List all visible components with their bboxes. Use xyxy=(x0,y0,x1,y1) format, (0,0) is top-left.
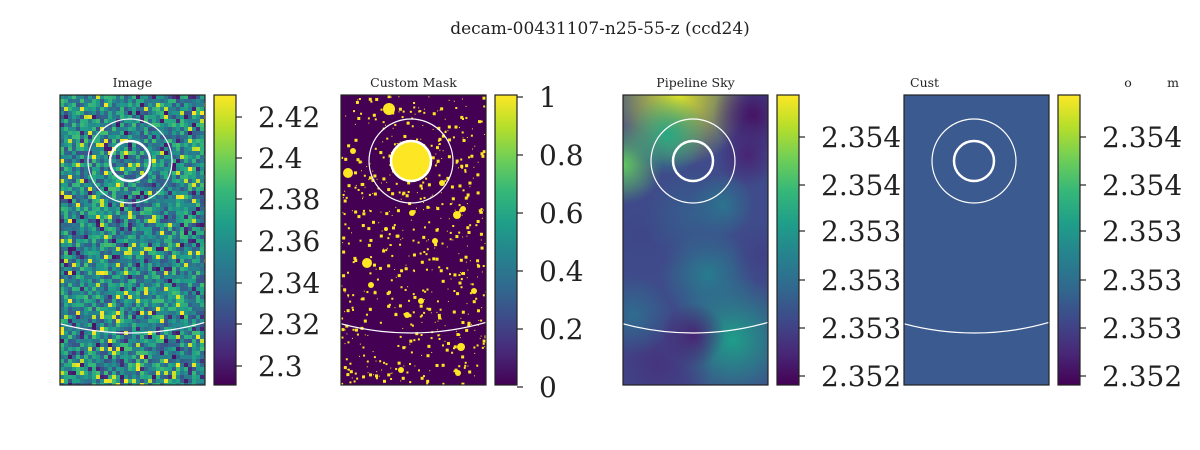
inner-ring xyxy=(671,139,715,183)
large-arc xyxy=(341,321,486,334)
panel-border xyxy=(59,94,206,386)
colorbar-tick-label: 2.4 xyxy=(258,142,303,175)
colorbar-tick-label: 0 xyxy=(539,371,557,404)
colorbar-tick-label: 2.354 xyxy=(821,169,901,202)
panel-border xyxy=(340,94,487,386)
colorbar-tick-label: 1 xyxy=(539,81,557,114)
colorbar-tick-label: 2.352 xyxy=(1102,360,1182,393)
colorbar xyxy=(213,94,237,386)
colorbar-tick-label: 0.8 xyxy=(539,139,584,172)
heatmap-image xyxy=(623,95,768,385)
colorbar-tick-label: 2.353 xyxy=(821,264,901,297)
colorbar-tick-label: 2.36 xyxy=(258,225,320,258)
large-arc xyxy=(623,321,768,334)
heatmap-image xyxy=(60,95,205,385)
heatmap-image xyxy=(904,95,1049,385)
colorbar-tick-label: 0.4 xyxy=(539,255,584,288)
colorbar-tick-label: 2.42 xyxy=(258,101,320,134)
outer-ring xyxy=(368,118,454,204)
colorbar-tick-label: 2.3 xyxy=(258,350,303,383)
large-arc xyxy=(60,321,205,334)
panel-cust: Cust o m 2.354 2.354 2.353 2.353 2.353 2.352 xyxy=(903,75,1182,393)
panel-title: Cust xyxy=(910,75,939,90)
panel-custom-mask: Custom Mask 1 0.8 0.6 0.4 0.2 0 xyxy=(340,75,584,404)
colorbar-tick-label: 2.354 xyxy=(821,121,901,154)
colorbar-tick-label: 2.352 xyxy=(821,360,901,393)
colorbar-tick-label: 2.32 xyxy=(258,308,320,341)
colorbar-tick-label: 2.353 xyxy=(821,215,901,248)
panel-pipeline-sky: Pipeline Sky 2.354 2.354 2.353 2.353 2.353 2.3… xyxy=(622,75,901,393)
panel-title: Image xyxy=(113,75,153,90)
colorbar-tick-label: 2.353 xyxy=(1102,312,1182,345)
colorbar-tick-label: 2.354 xyxy=(1102,169,1182,202)
inner-ring xyxy=(108,139,152,183)
colorbar xyxy=(1057,94,1081,386)
figure-title: decam-00431107-n25-55-z (ccd24) xyxy=(450,19,750,39)
colorbar-tick-label: 2.353 xyxy=(821,312,901,345)
colorbar xyxy=(494,94,518,386)
title-fragment: m xyxy=(1167,75,1179,90)
large-arc xyxy=(904,321,1049,334)
colorbar-tick-label: 0.6 xyxy=(539,197,584,230)
outer-ring xyxy=(931,118,1017,204)
colorbar-tick-label: 2.354 xyxy=(1102,121,1182,154)
outer-ring xyxy=(87,118,173,204)
panel-border xyxy=(903,94,1050,386)
colorbar-tick-label: 0.2 xyxy=(539,313,584,346)
panel-image: Image 2.42 2.4 2.38 2.36 2.34 2.32 2.3 xyxy=(59,75,320,386)
colorbar xyxy=(776,94,800,386)
panel-border xyxy=(622,94,769,386)
heatmap-image xyxy=(341,95,486,385)
outer-ring xyxy=(650,118,736,204)
colorbar-tick-label: 2.353 xyxy=(1102,215,1182,248)
title-fragment: o xyxy=(1124,75,1132,90)
panel-title: Custom Mask xyxy=(370,75,457,90)
inner-ring xyxy=(952,139,996,183)
colorbar-tick-label: 2.353 xyxy=(1102,264,1182,297)
inner-ring xyxy=(389,139,433,183)
colorbar-tick-label: 2.38 xyxy=(258,183,320,216)
colorbar-tick-label: 2.34 xyxy=(258,267,320,300)
panel-title: Pipeline Sky xyxy=(656,75,735,90)
